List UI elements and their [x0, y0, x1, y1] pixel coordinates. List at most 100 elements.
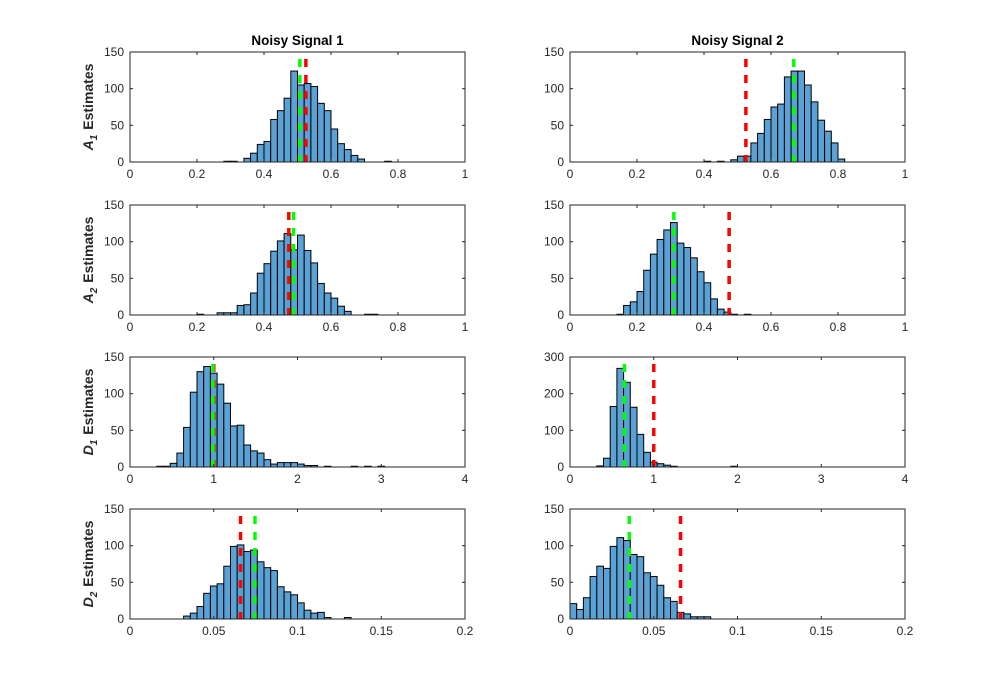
histogram-bar [317, 102, 325, 163]
y-label-subscript: 1 [89, 439, 100, 445]
histogram-bar [603, 457, 611, 468]
histogram-bar [256, 272, 265, 316]
histogram-bar [323, 110, 332, 163]
histogram-bar [243, 157, 252, 163]
histogram-bar [623, 304, 631, 316]
histogram-bar [710, 298, 718, 316]
x-tick-label: 0.6 [763, 320, 780, 334]
histogram-bar [303, 249, 312, 316]
histogram-bar [290, 594, 298, 620]
histogram-bar [636, 433, 645, 468]
y-tick-label: 50 [111, 271, 125, 285]
histogram-panel-2: 0 0.2 0.4 0.6 0.8 1 0 50 100 150 Noisy Signal 2 [544, 33, 909, 181]
x-tick-label: 0.05 [642, 624, 666, 638]
histogram-bar [297, 602, 305, 620]
histogram-bar [629, 301, 638, 316]
axes-box [569, 51, 906, 163]
x-tick-label: 0.4 [696, 320, 713, 334]
x-tick-label: 0 [567, 167, 574, 181]
histogram-bar [582, 597, 591, 620]
y-tick-label: 150 [104, 502, 124, 516]
panel-title: Noisy Signal 2 [691, 33, 783, 48]
y-label-subscript: 2 [89, 591, 100, 598]
histogram-bar [636, 556, 645, 620]
x-tick-label: 4 [462, 472, 469, 486]
y-tick-label: 100 [544, 82, 564, 96]
histogram-bar [290, 70, 298, 163]
histogram-panel-4: 0 0.2 0.4 0.6 0.8 1 0 50 100 150 [544, 198, 909, 334]
y-tick-label: 150 [104, 198, 124, 212]
histogram-bar [250, 152, 258, 163]
histogram-bar [243, 304, 252, 316]
histogram-bar [810, 101, 819, 163]
histogram-bar [323, 292, 332, 316]
y-tick-label: 50 [551, 271, 565, 285]
histogram-bar [830, 142, 839, 163]
histogram-bar [310, 262, 319, 316]
histogram-bar [330, 297, 339, 316]
histogram-bar [276, 462, 285, 468]
histogram-bar [656, 238, 665, 316]
y-tick-label: 50 [111, 423, 125, 437]
x-tick-label: 1 [462, 167, 469, 181]
y-tick-label: 100 [544, 539, 564, 553]
histogram-bar [303, 609, 312, 620]
histogram-bar [176, 452, 185, 468]
histogram-bar [343, 149, 352, 163]
x-tick-label: 2 [734, 472, 741, 486]
histogram-bar [256, 143, 265, 163]
histogram-bar [603, 567, 611, 620]
histogram-bar [243, 551, 252, 620]
histogram-bar [263, 459, 272, 468]
histogram-bar [716, 308, 725, 316]
histogram-bar [589, 575, 598, 620]
histogram-bar [737, 155, 745, 163]
y-label-text: Estimates [80, 63, 96, 129]
y-label-subscript: 2 [89, 287, 100, 294]
y-tick-label: 0 [557, 460, 564, 474]
y-axis-label: D1 Estimates [80, 368, 100, 455]
x-tick-label: 0.8 [830, 320, 847, 334]
histogram-panel-3: 0 0.2 0.4 0.6 0.8 1 0 50 100 150 A2 Estimates [80, 198, 469, 334]
histogram-bar [317, 611, 325, 620]
histogram-bar [196, 606, 205, 620]
axes-box [129, 51, 466, 163]
x-tick-label: 1 [902, 167, 909, 181]
histogram-bar [283, 97, 292, 163]
x-tick-label: 0.4 [696, 167, 713, 181]
x-tick-label: 3 [378, 472, 385, 486]
histogram-bar [310, 85, 319, 163]
x-tick-label: 0.2 [629, 320, 646, 334]
x-tick-label: 0.05 [202, 624, 226, 638]
y-tick-label: 150 [544, 502, 564, 516]
x-tick-label: 3 [818, 472, 825, 486]
histogram-bar [256, 561, 265, 620]
y-axis-label: A1 Estimates [80, 63, 100, 151]
histogram-bar [263, 140, 272, 163]
x-tick-label: 0.2 [189, 320, 206, 334]
histogram-bar [643, 451, 651, 468]
x-tick-label: 0.2 [457, 624, 474, 638]
panel-title: Noisy Signal 1 [251, 33, 344, 48]
x-tick-label: 0.2 [629, 167, 646, 181]
histogram-bar [270, 118, 278, 163]
x-tick-label: 0 [567, 320, 574, 334]
histogram-bar [169, 462, 178, 468]
y-axis-label: D2 Estimates [80, 520, 100, 607]
x-tick-label: 1 [462, 320, 469, 334]
histogram-bar [223, 565, 232, 620]
y-tick-label: 0 [117, 155, 124, 169]
y-tick-label: 0 [117, 460, 124, 474]
x-tick-label: 0 [567, 624, 574, 638]
histogram-bar [676, 242, 685, 316]
histogram-bar [576, 608, 584, 620]
x-tick-label: 0.6 [323, 167, 340, 181]
histogram-bar [283, 462, 292, 468]
y-tick-label: 50 [551, 575, 565, 589]
histogram-bar [230, 425, 238, 468]
histogram-bar [236, 304, 245, 316]
y-label-symbol: D [80, 597, 96, 607]
histogram-bar [817, 119, 826, 163]
